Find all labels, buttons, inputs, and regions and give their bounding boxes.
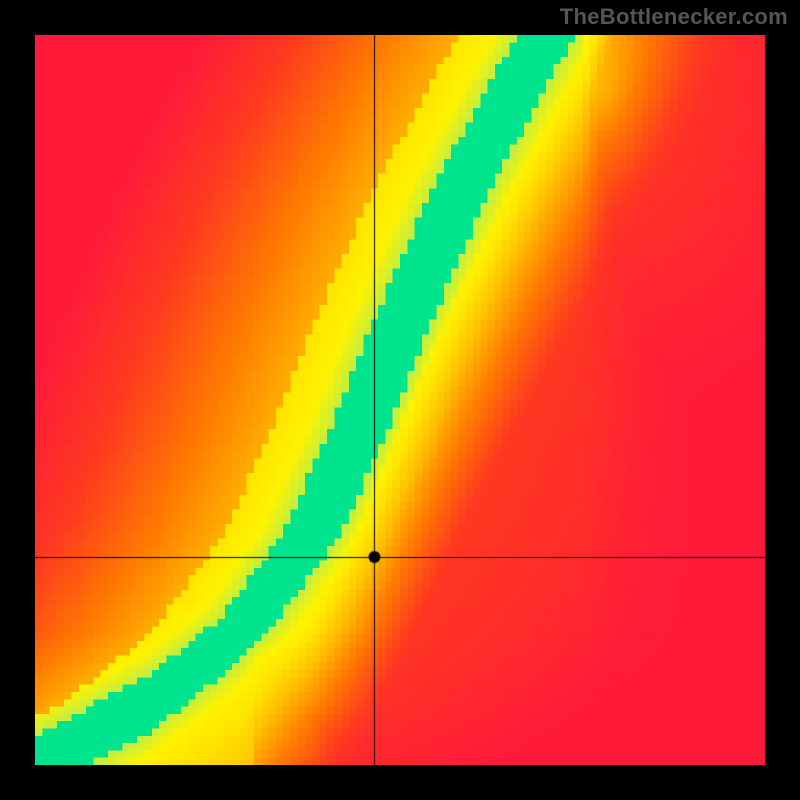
plot-area [35, 35, 765, 765]
chart-container: TheBottlenecker.com [0, 0, 800, 800]
watermark-text: TheBottlenecker.com [560, 4, 788, 30]
crosshair-overlay [35, 35, 765, 765]
